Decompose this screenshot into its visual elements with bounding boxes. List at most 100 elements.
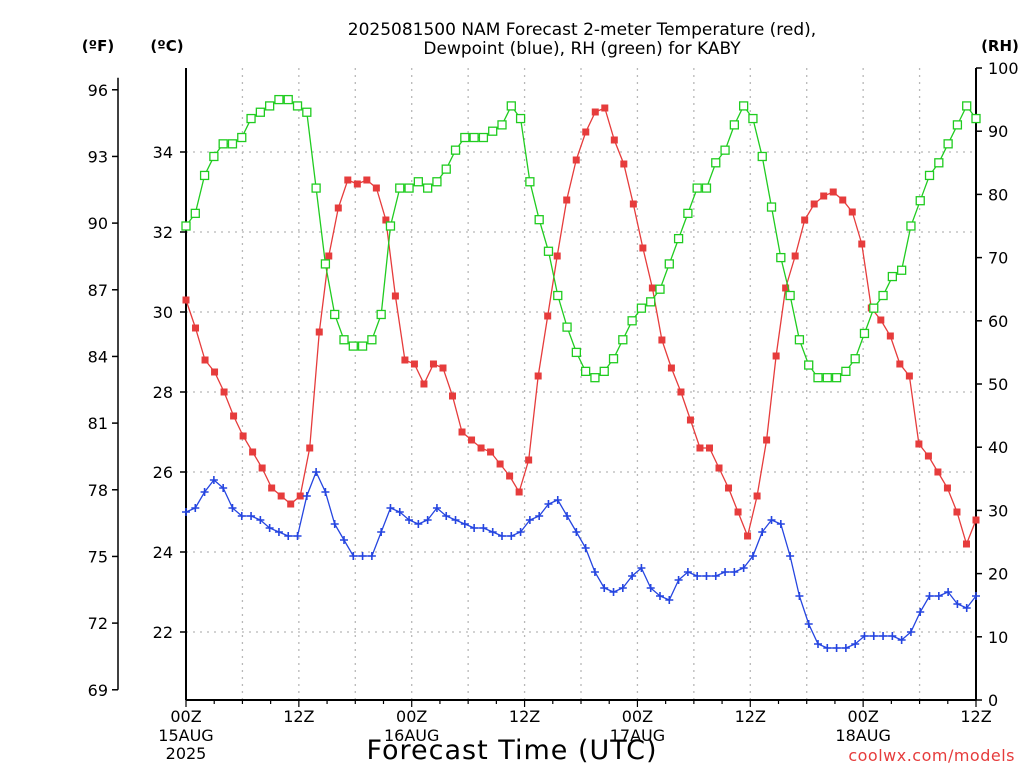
credit-link[interactable]: coolwx.com/models [848,746,1015,765]
rh-point [515,113,526,124]
dewpoint-point [340,536,348,544]
dewpoint-point [367,552,376,560]
temperature-point [544,312,552,320]
x-tick-date-label: 15AUG [158,726,213,745]
rh-point [441,164,451,174]
temperature-point [258,464,266,472]
x-tick-label: 12Z [960,707,991,726]
dewpoint-point [507,532,516,540]
rh-point [896,265,907,275]
rh-tick-label: 80 [988,185,1008,204]
dewpoint-point [293,532,302,540]
temperature-point [344,176,352,184]
axes-layer: 69 72 75 78 81 84 87 90 93 96 22 24 26 28 30 32 34 0 10 20 3… [88,59,1019,763]
temperature-point [658,336,666,344]
dewpoint-point [432,504,441,512]
dewpoint-point [674,576,683,584]
rh-point [422,183,433,193]
fahrenheit-tick-label: 87 [88,281,108,300]
rh-point [274,94,284,105]
temperature-series [182,104,980,548]
temperature-point [744,532,752,540]
rh-point [729,120,740,130]
temperature-point [820,192,828,200]
dewpoint-point [972,592,980,600]
dewpoint-point [349,552,358,560]
temperature-point [372,184,380,192]
rh-tick-label: 70 [988,249,1008,268]
temperature-point [610,136,618,144]
dewpoint-point [405,516,414,524]
dewpoint-point [665,596,674,604]
temperature-point [962,540,970,548]
rh-point [320,259,331,269]
rh-point [701,183,712,193]
temperature-point [382,216,390,224]
x-tick-date-label: 16AUG [384,726,439,745]
rh-point [181,221,191,231]
rh-point [580,366,591,377]
rh-tick-label: 40 [988,438,1008,457]
dewpoint-point [544,500,553,508]
rh-point [357,341,368,351]
temperature-point [782,284,790,292]
temperature-point [953,508,961,516]
dewpoint-point [516,528,525,536]
x-tick-label: 12Z [283,707,314,726]
rh-point [915,196,925,206]
fahrenheit-tick-label: 93 [88,147,108,166]
rh-point [878,290,888,301]
rh-point [934,158,944,168]
dewpoint-point [786,552,795,560]
temperature-point [791,252,799,260]
temperature-point [972,516,980,524]
dewpoint-point [330,520,339,528]
temperature-point [401,356,409,364]
temperature-point [629,200,637,208]
temperature-point [924,452,932,460]
rh-point [543,246,554,256]
dewpoint-point [916,608,925,616]
rh-point [227,139,238,149]
temperature-point [572,156,580,164]
rh-point [785,290,795,301]
dewpoint-point [711,572,720,580]
dewpoint-point [888,632,897,640]
dewpoint-point [460,520,469,528]
rh-point [813,373,823,383]
temperature-point [306,444,314,452]
x-axis-label: Forecast Time (UTC) [366,735,657,766]
dewpoint-point [934,592,943,600]
dewpoint-point [869,632,878,640]
rh-point [562,322,572,332]
fahrenheit-tick-label: 72 [88,614,108,633]
fahrenheit-tick-label: 78 [88,481,108,500]
rh-point [488,126,498,136]
x-tick-date-label: 17AUG [610,726,665,745]
x-tick-label: 00Z [396,707,427,726]
dewpoint-point [925,592,934,600]
temperature-point [915,440,923,448]
rh-point [748,113,758,124]
temperature-point [506,472,514,480]
dewpoint-point [200,488,209,496]
temperature-point [220,388,228,396]
rh-point [804,360,814,370]
temperature-point [420,380,428,388]
temperature-point [182,296,190,304]
temperature-point [705,444,713,452]
rh-point [711,158,721,168]
temperature-point [677,388,685,396]
temperature-point [715,464,723,472]
rh-point [776,252,786,263]
rh-tick-label: 50 [988,375,1008,394]
dewpoint-point [804,620,813,628]
rh-point [553,290,563,301]
temperature-point [268,484,276,492]
temperature-point [667,364,675,372]
dewpoint-point [535,512,544,520]
rh-point [395,183,405,193]
dewpoint-point [488,528,497,536]
dewpoint-point [312,468,321,476]
rh-point [841,366,851,377]
